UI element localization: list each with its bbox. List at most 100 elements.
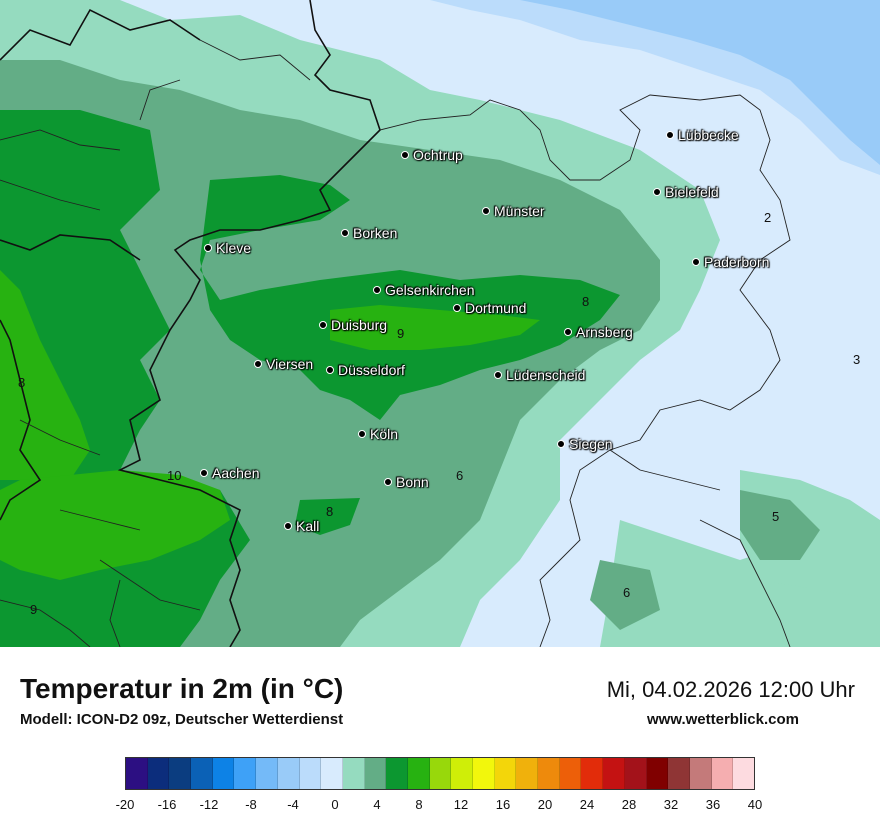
contour-label: 8 xyxy=(326,504,334,519)
legend-swatch xyxy=(473,758,495,789)
city-marker: Gelsenkirchen xyxy=(373,282,475,298)
city-marker: Paderborn xyxy=(692,254,769,270)
legend-swatch xyxy=(234,758,257,789)
legend-swatch xyxy=(538,758,560,789)
city-label: Aachen xyxy=(212,465,260,481)
city-label: Ochtrup xyxy=(413,147,463,163)
color-legend xyxy=(125,757,755,790)
contour-label: 9 xyxy=(30,602,38,617)
city-label: Köln xyxy=(370,426,399,442)
temperature-map: Lübbecke Ochtrup Bielefeld Münster Borke… xyxy=(0,0,880,647)
model-subtitle: Modell: ICON-D2 09z, Deutscher Wetterdie… xyxy=(20,711,344,728)
legend-swatch xyxy=(364,758,387,789)
legend-swatch xyxy=(429,758,452,789)
info-panel: Temperatur in 2m (in °C) Modell: ICON-D2… xyxy=(0,647,880,830)
legend-tick-label: -12 xyxy=(199,797,219,812)
city-marker: Lübbecke xyxy=(666,127,739,143)
city-label: Viersen xyxy=(266,356,314,372)
city-label: Bielefeld xyxy=(665,184,719,200)
city-label: Gelsenkirchen xyxy=(385,282,475,298)
legend-swatch xyxy=(624,758,647,789)
legend-tick-label: 16 xyxy=(495,797,511,812)
contour-label: 6 xyxy=(623,585,631,600)
website-link[interactable]: www.wetterblick.com xyxy=(647,711,799,728)
city-marker: Bielefeld xyxy=(653,184,719,200)
contour-label: 8 xyxy=(18,375,26,390)
contour-label: 5 xyxy=(772,509,780,524)
legend-swatch xyxy=(581,758,604,789)
city-label: Lüdenscheid xyxy=(506,367,586,383)
city-label: Arnsberg xyxy=(576,324,633,340)
legend-swatch xyxy=(277,758,300,789)
city-marker: Düsseldorf xyxy=(326,362,405,378)
city-label: Münster xyxy=(494,203,545,219)
legend-tick-label: 24 xyxy=(579,797,595,812)
contour-label: 3 xyxy=(853,352,861,367)
legend-swatch xyxy=(559,758,582,789)
contour-label: 9 xyxy=(397,326,405,341)
city-label: Dortmund xyxy=(465,300,527,316)
city-marker: Duisburg xyxy=(319,317,387,333)
city-label: Siegen xyxy=(569,436,613,452)
legend-swatch xyxy=(733,758,754,789)
city-marker: Borken xyxy=(341,225,397,241)
city-label: Borken xyxy=(353,225,398,241)
legend-swatch xyxy=(516,758,539,789)
city-label: Paderborn xyxy=(704,254,770,270)
legend-swatch xyxy=(342,758,365,789)
legend-swatch xyxy=(321,758,343,789)
legend-swatch xyxy=(711,758,734,789)
city-marker: Aachen xyxy=(200,465,259,481)
city-marker: Bonn xyxy=(384,474,429,490)
legend-swatch xyxy=(191,758,213,789)
legend-swatch xyxy=(668,758,690,789)
city-marker: Münster xyxy=(482,203,545,219)
legend-swatch xyxy=(451,758,473,789)
legend-swatch xyxy=(126,758,148,789)
legend-tick-label: -20 xyxy=(115,797,135,812)
legend-tick-label: 0 xyxy=(331,797,339,812)
temperature-field xyxy=(0,0,880,647)
legend-tick-label: 28 xyxy=(621,797,637,812)
legend-swatch xyxy=(603,758,625,789)
legend-tick-label: -16 xyxy=(157,797,177,812)
city-label: Duisburg xyxy=(331,317,388,333)
city-label: Bonn xyxy=(396,474,429,490)
forecast-datetime: Mi, 04.02.2026 12:00 Uhr xyxy=(606,677,855,702)
city-marker: Kall xyxy=(284,518,319,534)
city-marker: Kleve xyxy=(204,240,251,256)
legend-swatch xyxy=(256,758,278,789)
legend-swatch xyxy=(212,758,235,789)
city-marker: Lüdenscheid xyxy=(494,367,585,383)
legend-tick-label: -4 xyxy=(287,797,299,812)
legend-swatch xyxy=(299,758,322,789)
legend-tick-label: 12 xyxy=(453,797,469,812)
map-title: Temperatur in 2m (in °C) xyxy=(20,673,344,704)
legend-swatch xyxy=(386,758,408,789)
city-label: Lübbecke xyxy=(678,127,739,143)
legend-swatch xyxy=(147,758,170,789)
contour-label: 8 xyxy=(582,294,590,309)
legend-tick-label: 36 xyxy=(705,797,721,812)
legend-swatch xyxy=(407,758,430,789)
city-marker: Siegen xyxy=(557,436,613,452)
legend-swatch xyxy=(646,758,669,789)
legend-tick-label: 4 xyxy=(373,797,381,812)
legend-swatch xyxy=(494,758,517,789)
legend-tick-label: 32 xyxy=(663,797,679,812)
legend-tick-label: 40 xyxy=(747,797,763,812)
city-marker: Viersen xyxy=(254,356,313,372)
city-marker: Köln xyxy=(358,426,398,442)
legend-swatch xyxy=(689,758,712,789)
legend-tick-label: 8 xyxy=(415,797,423,812)
contour-label: 2 xyxy=(764,210,772,225)
legend-tick-label: -8 xyxy=(245,797,257,812)
city-label: Düsseldorf xyxy=(338,362,405,378)
contour-label: 10 xyxy=(167,468,182,483)
city-label: Kall xyxy=(296,518,320,534)
contour-label: 6 xyxy=(456,468,464,483)
legend-swatch xyxy=(169,758,192,789)
city-marker: Ochtrup xyxy=(401,147,463,163)
city-label: Kleve xyxy=(216,240,252,256)
city-marker: Arnsberg xyxy=(564,324,633,340)
